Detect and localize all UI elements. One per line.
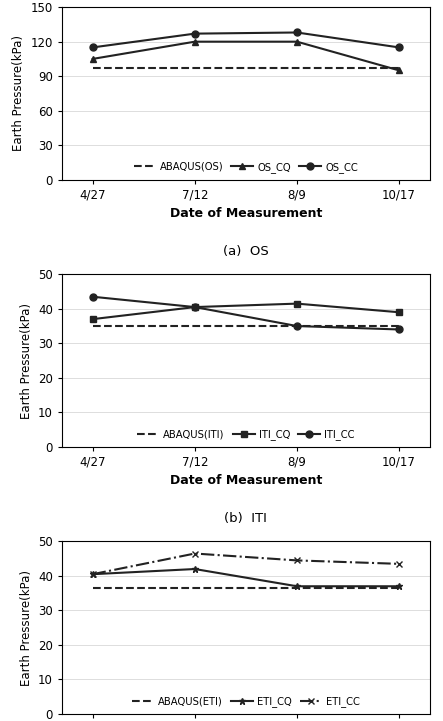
OS_CQ bbox=[396, 66, 402, 75]
Y-axis label: Earth Pressure(kPa): Earth Pressure(kPa) bbox=[19, 303, 33, 418]
ITI_CC bbox=[294, 322, 299, 330]
OS_CC bbox=[90, 43, 95, 52]
Text: (b)  ITI: (b) ITI bbox=[225, 512, 267, 525]
X-axis label: Date of Measurement: Date of Measurement bbox=[170, 207, 322, 220]
OS_CQ bbox=[294, 37, 299, 46]
Line: ETI_CQ: ETI_CQ bbox=[89, 565, 403, 590]
Legend: ABAQUS(ETI), ETI_CQ, ETI_CC: ABAQUS(ETI), ETI_CQ, ETI_CC bbox=[132, 696, 360, 707]
OS_CC bbox=[396, 43, 402, 52]
X-axis label: Date of Measurement: Date of Measurement bbox=[170, 474, 322, 487]
ETI_CQ bbox=[396, 582, 402, 590]
ABAQUS(OS) bbox=[90, 63, 95, 72]
OS_CQ bbox=[90, 55, 95, 63]
ABAQUS(ETI) bbox=[192, 584, 198, 593]
Legend: ABAQUS(OS), OS_CQ, OS_CC: ABAQUS(OS), OS_CQ, OS_CC bbox=[134, 162, 358, 173]
ETI_CQ bbox=[192, 565, 198, 573]
ITI_CC bbox=[396, 325, 402, 334]
ETI_CQ bbox=[294, 582, 299, 590]
Line: OS_CQ: OS_CQ bbox=[89, 38, 403, 74]
ETI_CC bbox=[192, 549, 198, 558]
Legend: ABAQUS(ITI), ITI_CQ, ITI_CC: ABAQUS(ITI), ITI_CQ, ITI_CC bbox=[137, 429, 354, 440]
ABAQUS(ETI) bbox=[396, 584, 402, 593]
ABAQUS(ITI) bbox=[294, 322, 299, 330]
ITI_CQ bbox=[192, 303, 198, 311]
ITI_CQ bbox=[396, 308, 402, 317]
ABAQUS(OS) bbox=[396, 63, 402, 72]
ITI_CQ bbox=[90, 315, 95, 324]
ETI_CC bbox=[294, 556, 299, 565]
ABAQUS(OS) bbox=[294, 63, 299, 72]
Y-axis label: Earth Pressure(kPa): Earth Pressure(kPa) bbox=[12, 35, 25, 151]
Line: ITI_CQ: ITI_CQ bbox=[89, 300, 403, 322]
ETI_CC bbox=[396, 559, 402, 568]
Line: OS_CC: OS_CC bbox=[89, 29, 403, 51]
OS_CQ bbox=[192, 37, 198, 46]
ITI_CQ bbox=[294, 299, 299, 308]
ETI_CQ bbox=[90, 570, 95, 578]
OS_CC bbox=[192, 30, 198, 38]
Y-axis label: Earth Pressure(kPa): Earth Pressure(kPa) bbox=[19, 570, 33, 686]
ABAQUS(ETI) bbox=[294, 584, 299, 593]
ETI_CC bbox=[90, 570, 95, 578]
Line: ETI_CC: ETI_CC bbox=[89, 550, 403, 578]
ITI_CC bbox=[192, 303, 198, 311]
ABAQUS(ITI) bbox=[396, 322, 402, 330]
Text: (a)  OS: (a) OS bbox=[223, 245, 269, 258]
Line: ITI_CC: ITI_CC bbox=[89, 293, 403, 333]
ABAQUS(ETI) bbox=[90, 584, 95, 593]
ABAQUS(ITI) bbox=[90, 322, 95, 330]
ABAQUS(OS) bbox=[192, 63, 198, 72]
OS_CC bbox=[294, 28, 299, 37]
ITI_CC bbox=[90, 293, 95, 301]
ABAQUS(ITI) bbox=[192, 322, 198, 330]
